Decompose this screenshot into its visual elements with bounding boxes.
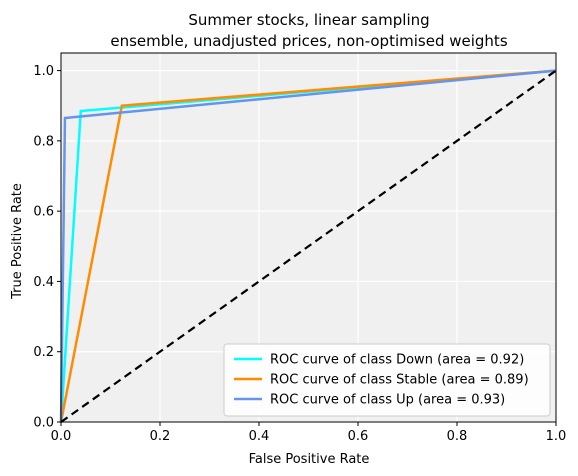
x-tick-label: 1.0 [546, 429, 567, 444]
x-tick-label: 0.6 [348, 429, 369, 444]
series-line-3 [59, 69, 557, 423]
y-tick-label: 0.4 [33, 275, 54, 290]
series-line-2 [59, 69, 557, 423]
x-tick-label: 0.8 [447, 429, 468, 444]
chart-title-line2: ensemble, unadjusted prices, non-optimis… [110, 32, 507, 50]
x-tick-label: 0.2 [150, 429, 171, 444]
y-tick-label: 0.8 [33, 134, 54, 149]
grid-lines [60, 53, 557, 423]
legend-label-1: ROC curve of class Down (area = 0.92) [270, 353, 524, 368]
x-axis-label: False Positive Rate [249, 452, 370, 467]
x-tick-label: 0.0 [51, 429, 72, 444]
legend-label-2: ROC curve of class Stable (area = 0.89) [270, 373, 529, 388]
chart-title-line1: Summer stocks, linear sampling [188, 11, 429, 29]
legend: ROC curve of class Down (area = 0.92) ROC… [223, 343, 551, 417]
reference-diagonal-line [60, 69, 557, 423]
axis-ticks: 0.0 0.2 0.4 0.6 0.8 1.0 0.0 0.2 0.4 0.6 0.8 1.0 [33, 64, 566, 444]
y-axis-label: True Positive Rate [10, 183, 25, 300]
y-tick-label: 0.0 [33, 416, 54, 431]
legend-label-3: ROC curve of class Up (area = 0.93) [270, 393, 505, 408]
y-tick-label: 0.6 [33, 205, 54, 220]
x-tick-label: 0.4 [249, 429, 270, 444]
series-layer [59, 69, 557, 423]
plot-frame [60, 52, 557, 423]
y-tick-label: 1.0 [33, 64, 54, 79]
y-tick-label: 0.2 [33, 345, 54, 360]
legend-box [223, 343, 551, 417]
